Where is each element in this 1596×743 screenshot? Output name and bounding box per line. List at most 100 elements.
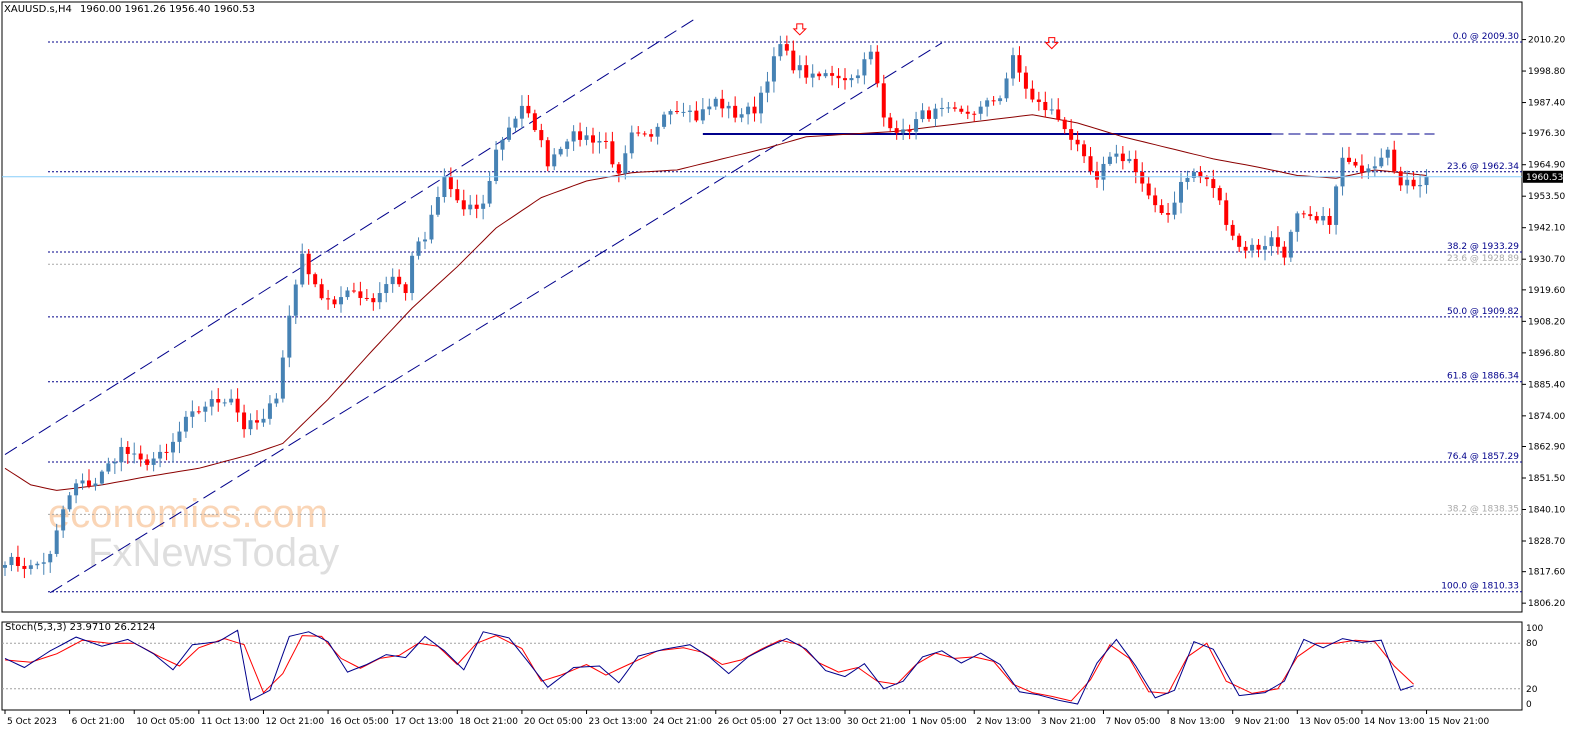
candle-body [746,106,751,115]
candle-body [1069,129,1074,140]
trend-channel [4,17,1435,594]
candle-body [455,189,460,201]
candle-body [687,110,692,112]
candle-body [1379,157,1384,167]
candle-body [623,153,628,174]
candle-body [1094,171,1100,180]
candle-body [636,132,641,134]
candle-body [74,483,79,496]
candle-body [1146,183,1151,196]
candle-body [655,126,660,137]
candle-body [1062,119,1067,130]
candle-body [242,412,247,430]
candle-body [991,100,996,102]
candle-body [345,290,350,298]
candle-body [720,98,725,109]
candle-body [54,530,59,554]
fib-level-label: 23.6 @ 1928.89 [1447,254,1519,264]
candle-body [539,130,544,141]
candle-body [603,140,608,142]
candle-body [377,293,382,303]
time-tick-label: 14 Nov 13:00 [1364,717,1425,727]
fib-level-label: 23.6 @ 1962.34 [1447,162,1519,172]
time-tick-label: 23 Oct 13:00 [589,717,648,727]
candle-body [254,420,260,423]
time-tick-label: 26 Oct 05:00 [718,717,777,727]
candle-body [481,203,486,209]
price-tick-label: 1919.60 [1528,286,1565,296]
candle-body [972,113,977,115]
candle-body [1088,156,1093,172]
stochastic-panel-frame [1,621,1523,711]
candle-body [739,114,744,118]
candle-body [810,73,815,78]
candle-body [306,253,311,275]
fib-level-label: 38.2 @ 1838.35 [1447,504,1519,514]
candle-body [1250,244,1255,251]
candle-body [1340,157,1345,187]
stochastic-label: Stoch(5,3,3) 23.9710 26.2124 [5,622,156,633]
candle-body [1133,158,1138,173]
candle-body [907,129,912,132]
candle-body [985,100,990,107]
time-tick-label: 17 Oct 13:00 [395,717,454,727]
candle-body [196,411,201,413]
candle-body [584,135,589,140]
candle-body [177,431,182,442]
down-arrow-icon [792,23,807,36]
candle-body [649,134,654,137]
candle-body [183,416,188,432]
time-tick-label: 18 Oct 21:00 [459,717,518,727]
stochastic-tick-label: 80 [1526,639,1538,649]
candle-body [99,471,104,484]
stochastic-tick-label: 20 [1526,685,1538,695]
candle-body [1295,213,1300,232]
candle-body [597,140,602,143]
candle-body [733,105,738,118]
time-tick-label: 11 Oct 13:00 [201,717,260,727]
price-tick-label: 1828.70 [1528,537,1565,547]
candle-body [901,129,906,133]
candle-body [519,105,524,119]
candle-body [545,140,550,167]
candle-body [694,110,699,121]
candle-body [390,276,395,285]
candle-body [1217,188,1222,201]
fib-level-label: 50.0 @ 1909.82 [1447,307,1519,317]
candle-body [1107,156,1112,164]
candle-body [1166,213,1171,215]
candle-body [849,78,854,81]
candle-body [1353,161,1358,166]
candle-body [1282,246,1287,258]
candle-body [442,176,447,198]
candle-body [1237,235,1242,247]
candle-body [881,83,886,118]
candle-body [552,154,557,167]
candle-body [888,117,893,129]
time-tick-label: 12 Oct 21:00 [265,717,324,727]
candle-body [526,105,531,114]
fib-level-label: 100.0 @ 1810.33 [1441,582,1519,592]
candle-body [726,105,731,109]
candle-body [830,73,835,76]
candle-body [338,297,344,305]
candle-body [326,298,331,300]
candle-body [875,51,880,84]
candle-body [364,297,369,299]
candle-body [707,106,712,110]
candle-body [1030,88,1035,100]
candle-body [532,113,537,131]
candle-body [2,565,8,568]
price-tick-label: 1840.10 [1528,506,1565,516]
candle-body [22,565,27,569]
fibonacci-levels: 0.0 @ 2009.30 23.6 @ 1962.34 38.2 @ 1933.2… [48,32,1522,593]
candle-body [868,51,873,60]
candle-body [1172,202,1177,215]
candle-body [629,132,634,154]
annotations: 1960.53 [2,23,1563,183]
candle-body [668,111,673,115]
candle-body [28,565,33,569]
fib-level-label: 61.8 @ 1886.34 [1447,372,1519,382]
candle-body [1301,213,1306,215]
